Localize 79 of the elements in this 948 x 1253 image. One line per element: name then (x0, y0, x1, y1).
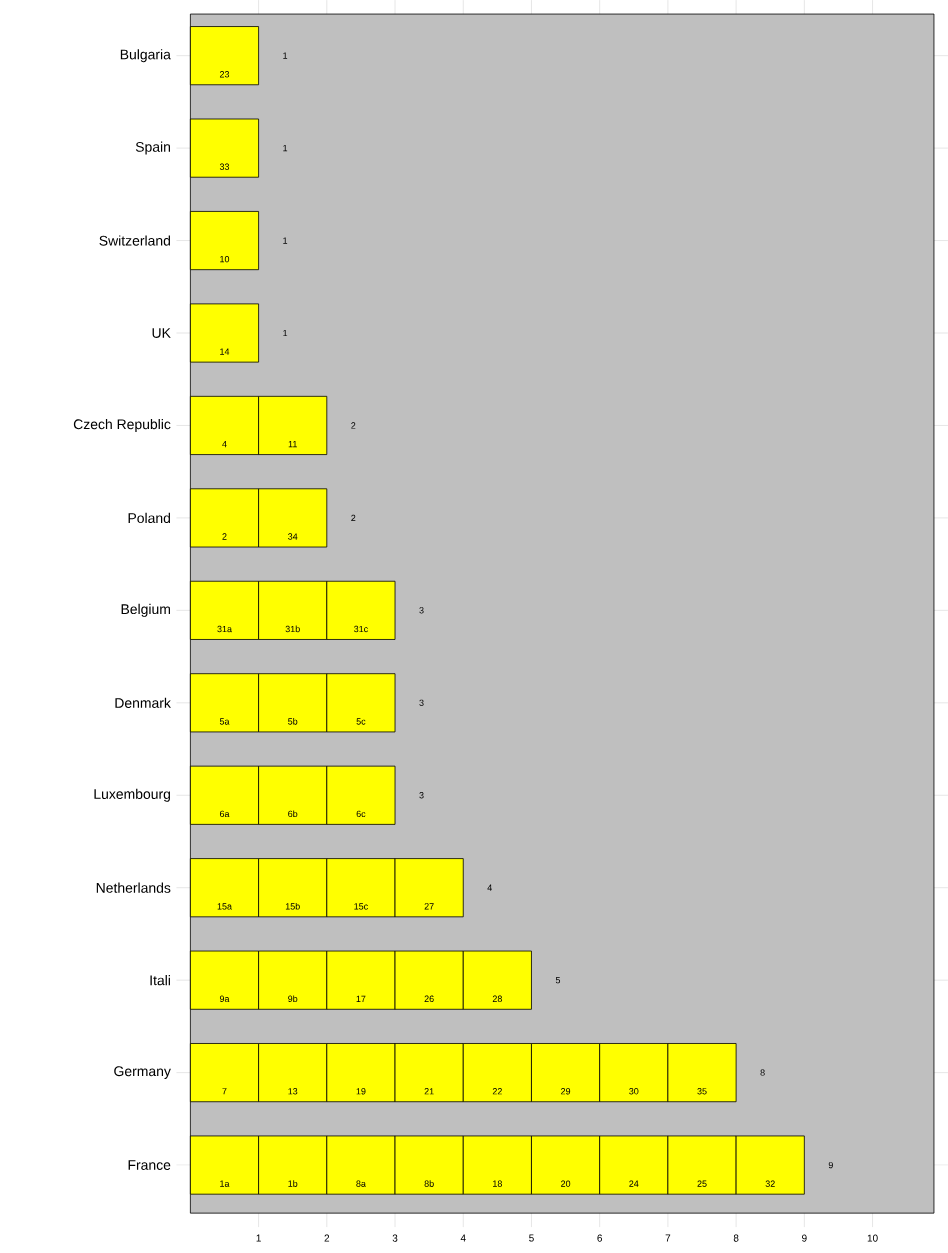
annotation: 8b (424, 1180, 434, 1187)
total-label: 1 (283, 145, 288, 152)
y-tick-label: UK (152, 328, 171, 338)
y-tick-label: Netherlands (96, 882, 171, 893)
annotation: 29 (561, 1088, 571, 1095)
x-tick-label: 5 (529, 1234, 534, 1242)
annotation: 23 (219, 71, 230, 78)
y-tick-label: Itali (150, 975, 170, 986)
x-tick-label: 6 (597, 1234, 603, 1242)
y-tick-label: Luxembourg (94, 788, 170, 802)
annotation: 1a (220, 1180, 230, 1187)
annotation: 17 (356, 995, 366, 1002)
x-tick-label: 2 (324, 1234, 330, 1242)
x-tick-label: 9 (802, 1234, 807, 1242)
total-label: 1 (283, 52, 288, 59)
annotation: 24 (629, 1180, 639, 1187)
total-label: 4 (487, 884, 492, 891)
annotation: 15b (285, 902, 300, 910)
total-label: 2 (351, 422, 356, 429)
annotation: 31a (217, 625, 232, 633)
y-tick-label: Denmark (115, 697, 171, 708)
y-tick-label: Germany (114, 1066, 171, 1079)
total-label: 3 (419, 607, 424, 614)
x-tick-label: 4 (460, 1234, 466, 1242)
annotation: 6b (288, 810, 298, 818)
annotation: 1b (288, 1180, 298, 1187)
annotation: 30 (629, 1088, 639, 1095)
annotation: 9b (288, 995, 298, 1002)
annotation: 18 (493, 1180, 502, 1187)
x-tick-label: 10 (867, 1234, 878, 1242)
annotation: 27 (424, 903, 434, 910)
total-label: 5 (555, 977, 561, 984)
annotation: 13 (288, 1088, 298, 1095)
annotation: 5c (356, 718, 366, 725)
total-label: 3 (419, 699, 424, 706)
annotation: 7 (222, 1088, 227, 1095)
annotation: 20 (561, 1180, 571, 1187)
y-tick-label: Switzerland (99, 235, 170, 246)
y-tick-label: Czech Republic (73, 418, 171, 432)
annotation: 5a (219, 718, 230, 725)
y-tick-label: France (128, 1160, 171, 1170)
y-tick-label: Spain (135, 141, 170, 155)
total-label: 1 (283, 329, 288, 337)
y-tick-label: Poland (128, 512, 170, 524)
x-tick-label: 1 (256, 1234, 261, 1242)
x-tick-label: 7 (665, 1234, 671, 1242)
annotation: 25 (697, 1180, 707, 1187)
y-tick-label: Bulgaria (120, 49, 171, 63)
total-label: 3 (419, 792, 424, 799)
annotation: 32 (765, 1180, 775, 1187)
x-tick-label: 8 (733, 1234, 739, 1242)
y-tick-label: Belgium (121, 603, 170, 617)
annotation: 8a (356, 1180, 366, 1187)
annotation: 31b (285, 625, 300, 633)
total-label: 2 (351, 514, 356, 522)
total-label: 8 (760, 1069, 765, 1076)
annotation: 4 (222, 441, 227, 448)
annotation: 15a (217, 903, 232, 910)
annotation: 22 (492, 1088, 502, 1095)
annotation: 9a (219, 995, 230, 1002)
annotation: 33 (219, 163, 230, 170)
annotation: 34 (288, 533, 298, 540)
annotation: 6a (219, 810, 230, 818)
annotation: 10 (220, 256, 230, 263)
annotation: 31c (354, 625, 368, 633)
annotation: 14 (220, 348, 230, 355)
annotation: 21 (424, 1088, 434, 1095)
annotation: 11 (288, 441, 297, 448)
x-tick-label: 3 (392, 1234, 398, 1242)
total-label: 9 (828, 1161, 833, 1169)
annotation: 28 (492, 995, 502, 1002)
annotation: 6c (356, 810, 366, 818)
annotation: 2 (222, 533, 227, 540)
annotation: 19 (356, 1088, 366, 1095)
annotation: 26 (424, 995, 434, 1002)
total-label: 1 (283, 237, 288, 244)
annotation: 35 (697, 1088, 707, 1095)
annotation: 5b (288, 718, 298, 725)
annotation: 15c (354, 903, 368, 910)
